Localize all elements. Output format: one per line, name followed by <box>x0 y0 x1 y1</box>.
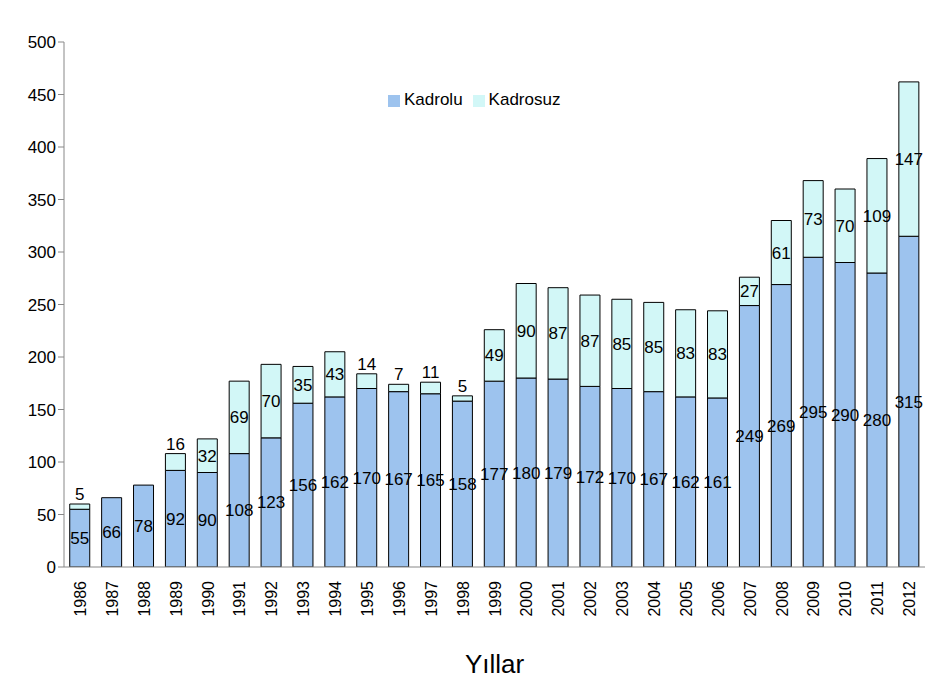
html-text:Kadrosuz: Kadrosuz <box>488 90 561 109</box>
svg-text:2010: 2010 <box>837 581 854 617</box>
svg-text:70: 70 <box>262 392 281 411</box>
svg-text:400: 400 <box>28 138 56 157</box>
svg-text:290: 290 <box>831 406 859 425</box>
svg-text:108: 108 <box>225 501 253 520</box>
svg-text:0: 0 <box>47 558 56 577</box>
svg-text:123: 123 <box>257 493 285 512</box>
html-text:Kadrolu: Kadrolu <box>404 90 463 109</box>
svg-text:11: 11 <box>422 363 440 382</box>
svg-text:2007: 2007 <box>742 581 759 617</box>
svg-text:167: 167 <box>384 470 412 489</box>
svg-text:55: 55 <box>70 529 89 548</box>
svg-text:1995: 1995 <box>359 581 376 617</box>
svg-text:450: 450 <box>28 86 56 105</box>
svg-text:250: 250 <box>28 296 56 315</box>
svg-text:43: 43 <box>325 365 344 384</box>
svg-text:150: 150 <box>28 401 56 420</box>
svg-text:16: 16 <box>166 435 185 454</box>
svg-text:49: 49 <box>485 346 504 365</box>
svg-text:85: 85 <box>644 338 663 357</box>
svg-text:162: 162 <box>671 473 699 492</box>
svg-text:2005: 2005 <box>678 581 695 617</box>
svg-text:2011: 2011 <box>869 581 886 616</box>
svg-text:180: 180 <box>512 464 540 483</box>
svg-text:2000: 2000 <box>518 581 535 617</box>
svg-text:315: 315 <box>895 393 923 412</box>
svg-text:32: 32 <box>198 447 217 466</box>
svg-text:170: 170 <box>608 469 636 488</box>
svg-text:162: 162 <box>321 473 349 492</box>
svg-text:295: 295 <box>799 403 827 422</box>
svg-text:1988: 1988 <box>136 581 153 617</box>
svg-text:156: 156 <box>289 476 317 495</box>
svg-text:1986: 1986 <box>72 581 89 617</box>
svg-text:61: 61 <box>772 244 791 263</box>
svg-text:5: 5 <box>458 377 467 396</box>
svg-text:2009: 2009 <box>805 581 822 617</box>
svg-text:200: 200 <box>28 348 56 367</box>
svg-text:1997: 1997 <box>423 581 440 617</box>
svg-text:1992: 1992 <box>263 581 280 617</box>
svg-text:Yıllar: Yıllar <box>465 649 525 678</box>
svg-text:27: 27 <box>740 282 759 301</box>
svg-text:2012: 2012 <box>901 581 918 617</box>
svg-text:66: 66 <box>102 523 121 542</box>
svg-text:2008: 2008 <box>774 581 791 617</box>
svg-text:1998: 1998 <box>455 581 472 617</box>
svg-text:172: 172 <box>576 468 604 487</box>
svg-text:300: 300 <box>28 243 56 262</box>
svg-text:87: 87 <box>549 324 568 343</box>
svg-text:269: 269 <box>767 417 795 436</box>
svg-text:179: 179 <box>544 464 572 483</box>
svg-text:249: 249 <box>735 427 763 446</box>
svg-text:2002: 2002 <box>582 581 599 617</box>
svg-text:1996: 1996 <box>391 581 408 617</box>
svg-text:85: 85 <box>612 335 631 354</box>
svg-text:2001: 2001 <box>550 581 567 617</box>
svg-text:73: 73 <box>804 210 823 229</box>
svg-text:78: 78 <box>134 517 153 536</box>
svg-text:147: 147 <box>895 150 923 169</box>
svg-text:70: 70 <box>836 217 855 236</box>
svg-text:1999: 1999 <box>487 581 504 617</box>
svg-text:1994: 1994 <box>327 581 344 617</box>
svg-text:350: 350 <box>28 191 56 210</box>
svg-text:87: 87 <box>581 332 600 351</box>
svg-text:1991: 1991 <box>231 581 248 617</box>
svg-text:100: 100 <box>28 453 56 472</box>
svg-text:5: 5 <box>75 485 84 504</box>
svg-text:177: 177 <box>480 465 508 484</box>
svg-text:14: 14 <box>357 355 376 374</box>
svg-text:7: 7 <box>394 365 403 384</box>
svg-text:161: 161 <box>703 473 731 492</box>
svg-text:90: 90 <box>198 511 217 530</box>
svg-text:109: 109 <box>863 207 891 226</box>
svg-text:1990: 1990 <box>200 581 217 617</box>
svg-text:170: 170 <box>353 469 381 488</box>
svg-text:90: 90 <box>517 322 536 341</box>
svg-text:500: 500 <box>28 33 56 52</box>
svg-text:280: 280 <box>863 411 891 430</box>
svg-text:83: 83 <box>708 345 727 364</box>
svg-text:69: 69 <box>230 408 249 427</box>
svg-text:2004: 2004 <box>646 581 663 617</box>
svg-text:35: 35 <box>294 376 313 395</box>
svg-text:1989: 1989 <box>168 581 185 617</box>
svg-text:83: 83 <box>676 344 695 363</box>
svg-text:1987: 1987 <box>104 581 121 617</box>
svg-text:165: 165 <box>416 471 444 490</box>
svg-text:2003: 2003 <box>614 581 631 617</box>
svg-text:92: 92 <box>166 510 185 529</box>
svg-text:158: 158 <box>448 475 476 494</box>
svg-text:1993: 1993 <box>295 581 312 617</box>
svg-text:167: 167 <box>640 470 668 489</box>
svg-text:50: 50 <box>37 506 56 525</box>
svg-text:2006: 2006 <box>710 581 727 617</box>
